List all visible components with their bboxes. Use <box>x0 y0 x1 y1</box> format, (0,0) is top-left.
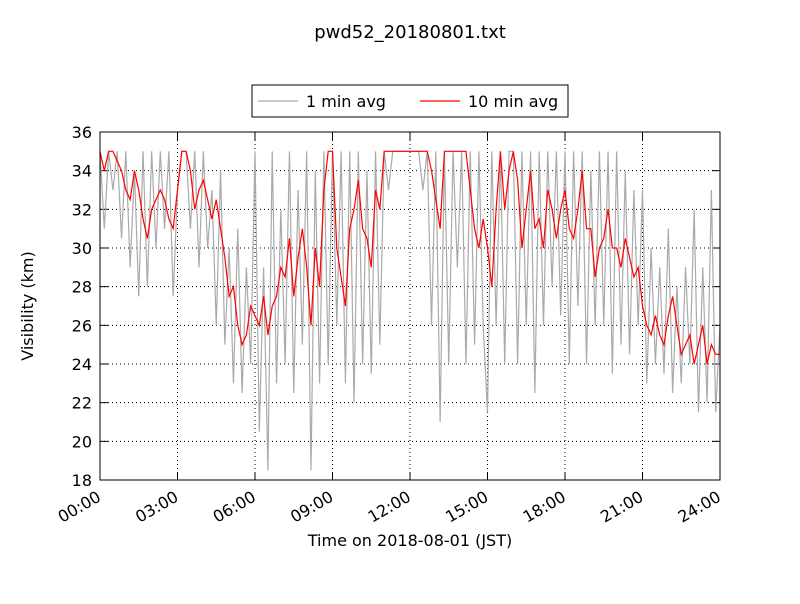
legend-box <box>251 84 569 118</box>
x-axis-label: Time on 2018-08-01 (JST) <box>307 531 512 550</box>
legend-label: 1 min avg <box>306 92 386 111</box>
y-tick-label: 34 <box>72 162 92 181</box>
series-line <box>99 150 720 365</box>
y-tick-label: 30 <box>72 239 92 258</box>
y-tick-label: 24 <box>72 355 92 374</box>
y-tick-label: 36 <box>72 123 92 142</box>
legend-label: 10 min avg <box>468 92 558 111</box>
y-tick-label: 26 <box>72 316 92 335</box>
y-tick-label: 28 <box>72 278 92 297</box>
y-tick-label: 32 <box>72 200 92 219</box>
chart-title: pwd52_20180801.txt <box>314 22 506 43</box>
y-tick-label: 18 <box>72 471 92 490</box>
y-tick-label: 20 <box>72 432 92 451</box>
plot-frame <box>99 131 721 481</box>
y-tick-label: 22 <box>72 394 92 413</box>
y-axis-label: Visibility (km) <box>18 251 37 360</box>
